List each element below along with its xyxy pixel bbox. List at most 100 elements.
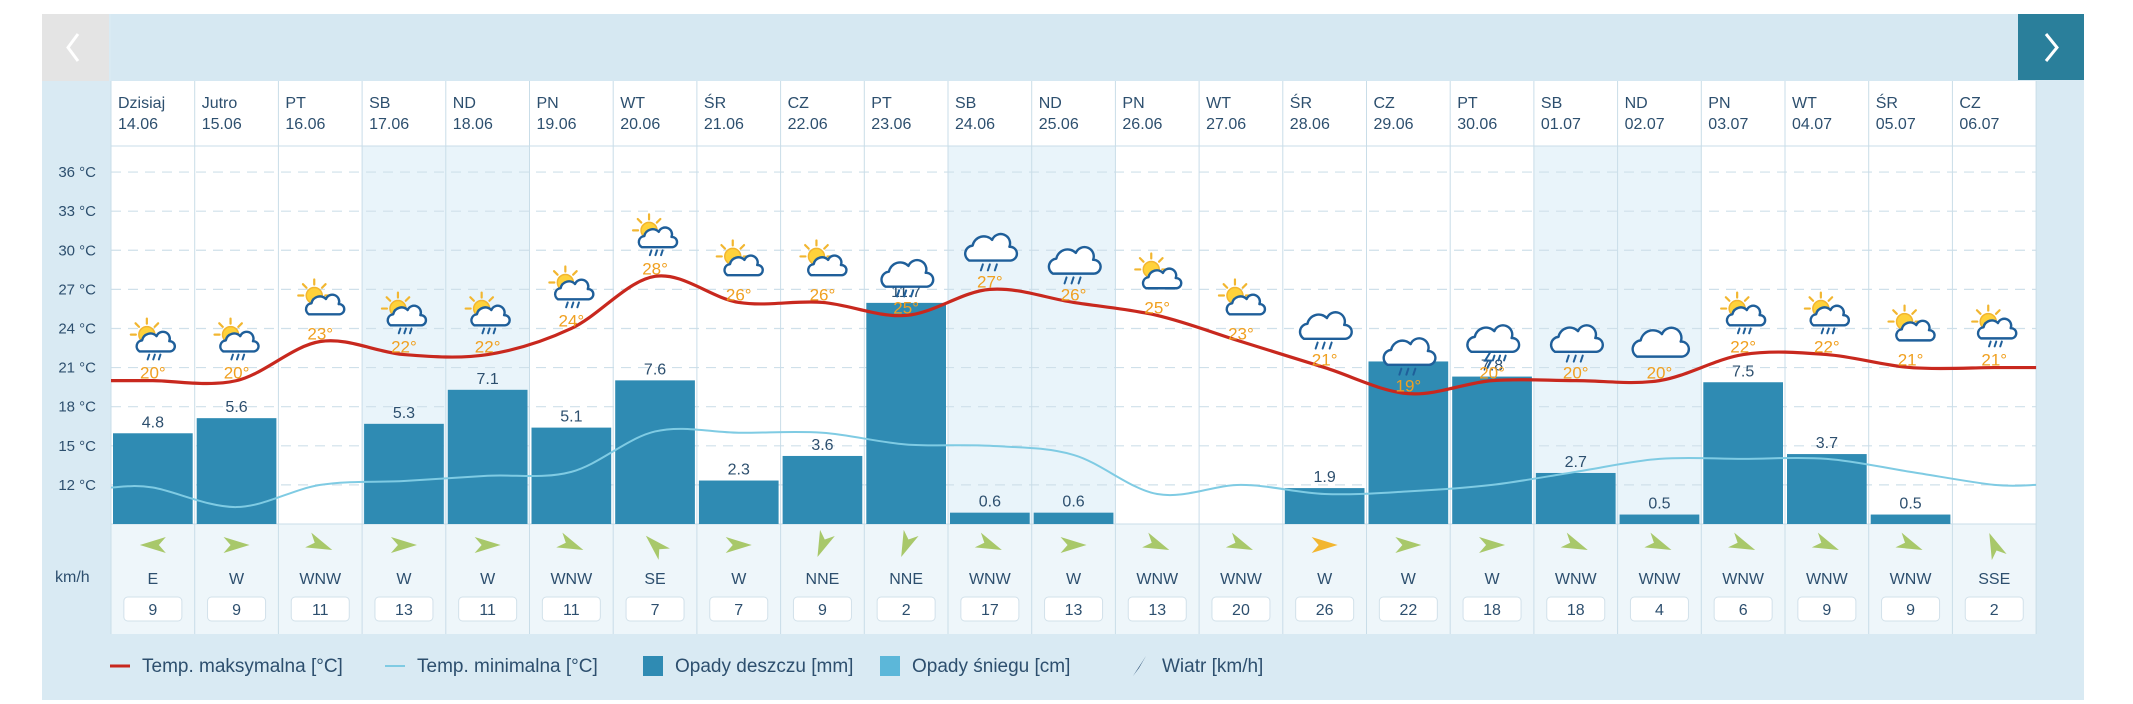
wind-speed-box	[1713, 596, 1773, 622]
wind-direction: SSE	[1978, 571, 2010, 588]
wind-arrow-icon	[901, 529, 919, 558]
rain-value-label: 0.6	[1062, 494, 1084, 511]
cloud-shape	[470, 304, 511, 327]
day-date: 25.06	[1039, 116, 1079, 133]
cloud-shape	[880, 258, 935, 288]
legend-label: Opady śniegu [cm]	[912, 656, 1070, 677]
day-name: WT	[1206, 95, 1231, 112]
day-date: 03.07	[1708, 116, 1748, 133]
cloud-shape	[1382, 337, 1437, 367]
wind-arrow-icon	[645, 535, 670, 560]
day-date: 22.06	[788, 116, 828, 133]
rain-drop	[1826, 327, 1830, 335]
max-temp-label: 23°	[1228, 325, 1254, 344]
next-button[interactable]	[2018, 14, 2084, 80]
rain-drop	[1314, 341, 1319, 350]
legend-item-rain: Opady deszczu [mm]	[643, 656, 853, 677]
wind-speed: 2	[1990, 602, 1999, 619]
min-temp-line	[110, 427, 2037, 509]
wind-direction: WNW	[1890, 571, 1933, 588]
rain-bar	[615, 380, 695, 524]
cloud-shape	[1631, 326, 1691, 358]
rain-drop	[152, 353, 156, 361]
temp-tick-label: 33 °C	[58, 203, 96, 220]
day-date: 14.06	[118, 116, 158, 133]
header-strip	[111, 14, 2019, 81]
cloud-shape	[553, 278, 595, 301]
day-date: 20.06	[620, 116, 660, 133]
wind-speed-box	[625, 596, 685, 622]
day-name: CZ	[1374, 95, 1396, 112]
legend-swatch	[880, 656, 900, 676]
rain-value-label: 7.1	[477, 371, 499, 388]
wind-arrow-icon	[1811, 532, 1839, 550]
rain-value-label: 7.5	[1732, 363, 1754, 380]
max-temp-label: 24°	[558, 311, 584, 330]
wind-direction: WNW	[1722, 571, 1765, 588]
cloud-shape	[1225, 293, 1267, 316]
wind-speed: 13	[1065, 602, 1083, 619]
day-name: PN	[537, 95, 559, 112]
wind-arrow-icon	[1895, 532, 1923, 550]
max-temp-label: 19°	[1395, 377, 1421, 396]
wind-speed: 7	[651, 602, 660, 619]
rain-bar	[866, 302, 946, 524]
sun-ray	[1241, 283, 1248, 289]
sun-cloud-icon	[297, 278, 346, 316]
rain-drop	[408, 327, 413, 335]
cloud-rain-icon	[1298, 311, 1353, 350]
temp-tick-label: 30 °C	[58, 242, 96, 259]
wind-arrow-shape	[645, 535, 670, 560]
legend-label: Temp. minimalna [°C]	[417, 656, 598, 677]
legend-label: Temp. maksymalna [°C]	[142, 656, 343, 677]
max-temp-label: 23°	[307, 325, 333, 344]
wind-arrow-shape	[556, 532, 584, 550]
wind-arrow-shape	[1728, 532, 1756, 550]
sun-ray	[237, 322, 243, 328]
max-temp-label: 20°	[140, 364, 166, 383]
sun-ray	[1892, 309, 1898, 315]
wind-speed-box	[792, 596, 852, 622]
sun-ray	[1994, 309, 2001, 315]
max-temp-line	[111, 274, 2037, 396]
sun-ray	[739, 244, 746, 250]
wind-arrow-shape	[1895, 532, 1923, 550]
sun-ray	[488, 296, 495, 302]
cloud-shape	[304, 293, 346, 316]
cloud-shape	[1466, 324, 1521, 354]
sun-cloud-icon	[1217, 278, 1267, 316]
day-date: 21.06	[704, 116, 744, 133]
rain-bar	[1033, 512, 1114, 524]
cloud-shape	[1047, 245, 1102, 275]
wind-arrow-shape	[1311, 537, 1338, 553]
sun-ray	[1743, 296, 1750, 302]
day-date: 16.06	[285, 116, 325, 133]
day-date: 06.07	[1959, 116, 1999, 133]
cloud-shape	[1298, 311, 1353, 340]
day-name: PN	[1122, 95, 1144, 112]
wind-speed-box	[1295, 596, 1355, 622]
rain-bar	[1870, 514, 1951, 524]
rain-drop	[1565, 354, 1570, 363]
wind-speed-box	[960, 596, 1020, 622]
sun-rain-icon	[548, 265, 595, 309]
legend-label: Opady deszczu [mm]	[675, 656, 853, 677]
wind-speed: 18	[1483, 602, 1501, 619]
wind-arrow-icon	[817, 529, 835, 558]
sun-rain-icon	[631, 213, 679, 257]
rain-drop	[492, 327, 497, 335]
wind-speed-box	[1211, 596, 1271, 622]
sun-ray	[823, 244, 829, 250]
wind-speed-box	[374, 596, 434, 622]
day-name: Dzisiaj	[118, 95, 165, 112]
lightning-icon	[1483, 352, 1493, 370]
wind-speed: 11	[479, 602, 496, 619]
wind-arrow-icon	[390, 537, 417, 553]
wind-speed-box	[207, 596, 267, 622]
rain-drop	[481, 327, 486, 335]
day-date: 19.06	[537, 116, 577, 133]
max-temp-label: 27°	[977, 272, 1003, 291]
rain-bar	[1703, 382, 1783, 524]
prev-button[interactable]	[42, 14, 109, 81]
